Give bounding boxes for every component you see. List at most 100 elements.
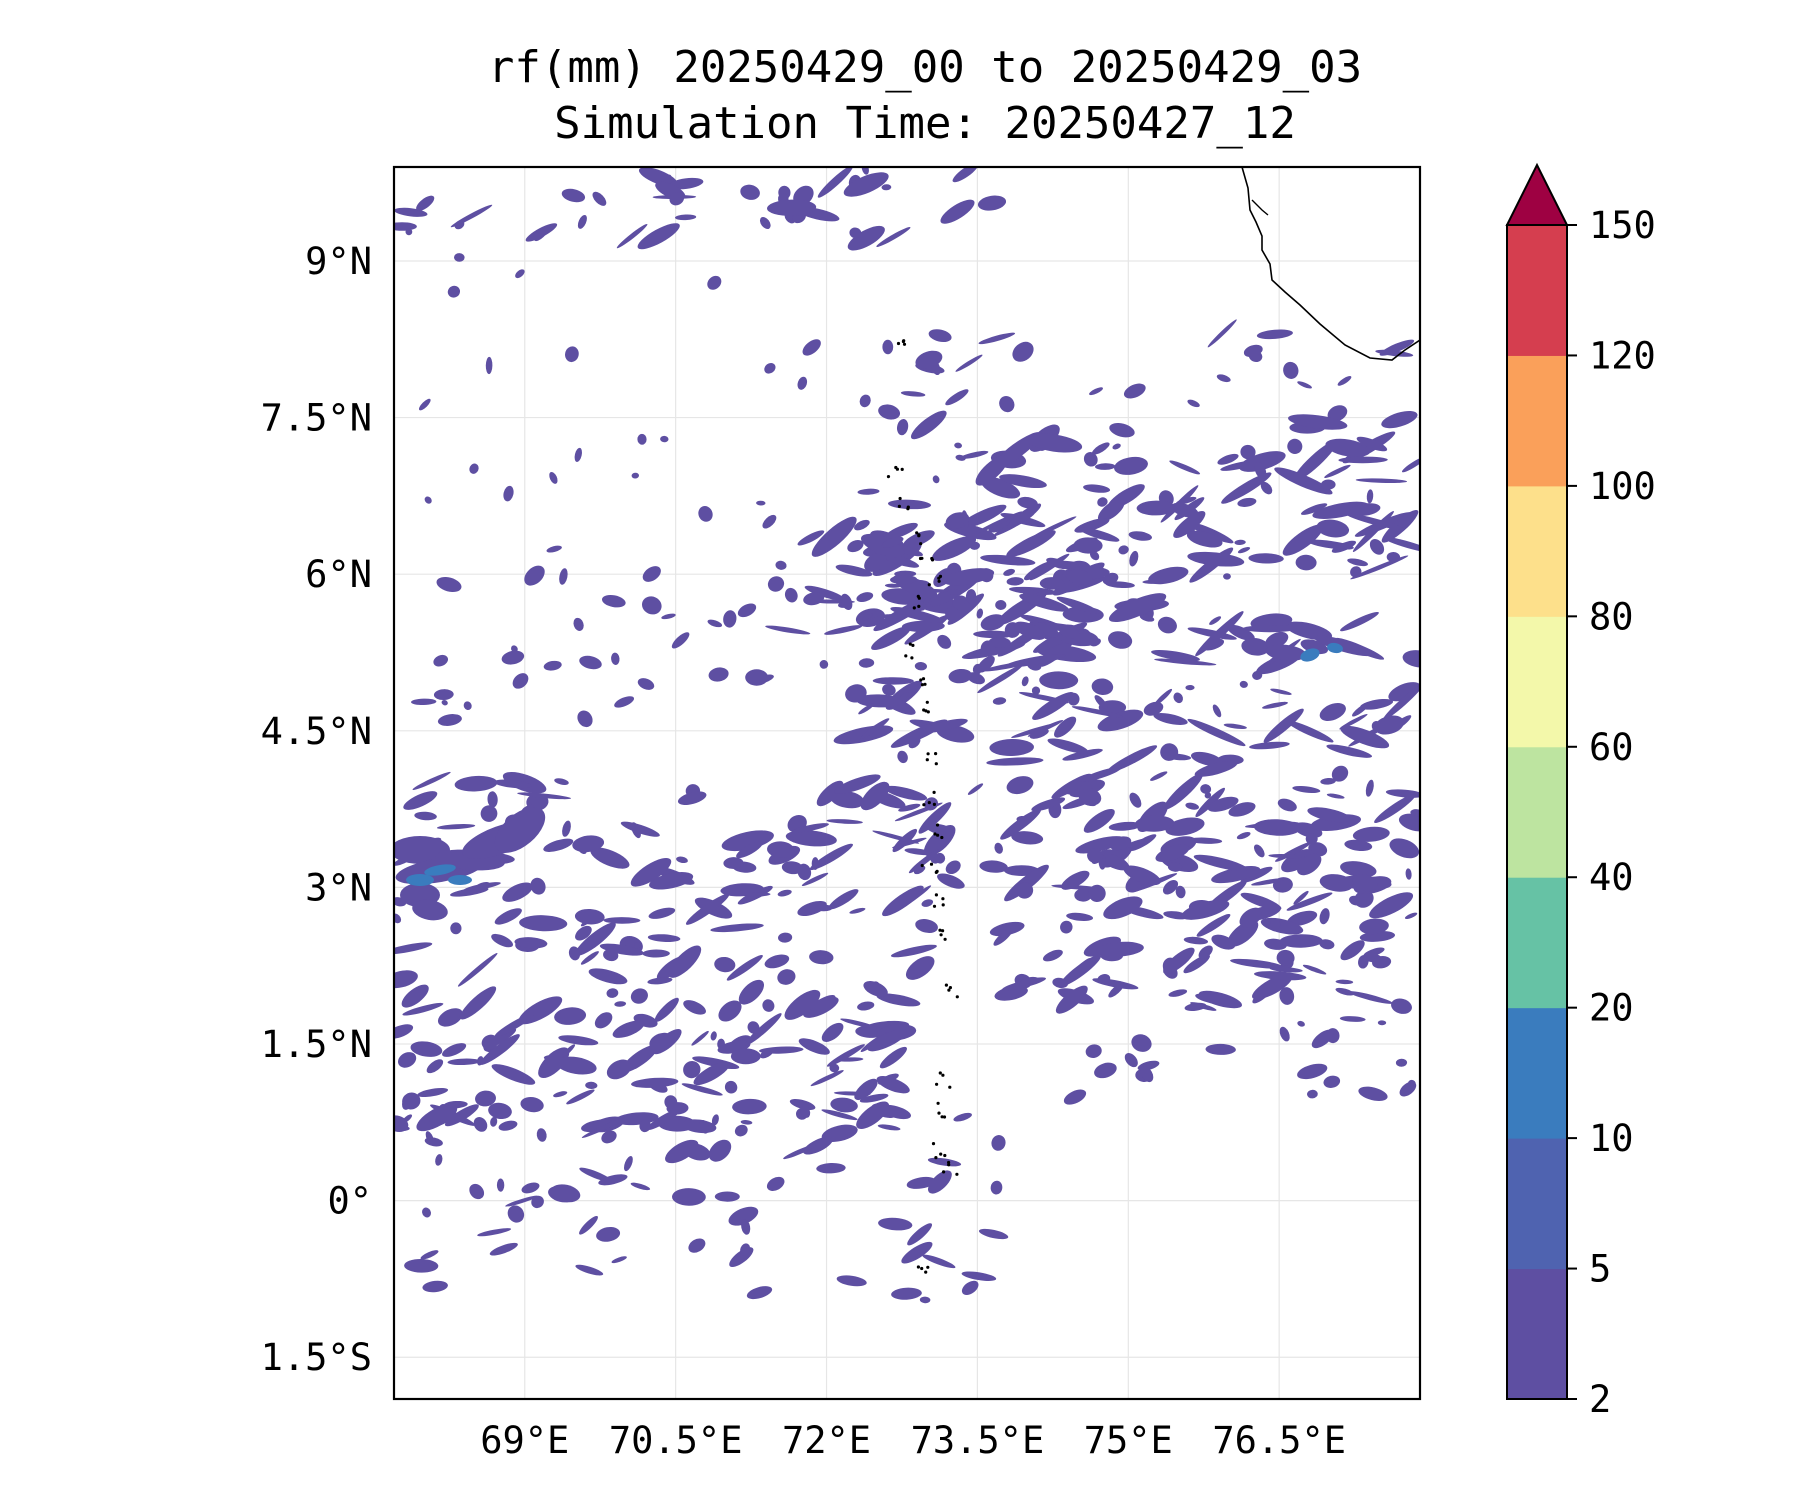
rain-cell: [1108, 631, 1133, 649]
rain-cell: [1410, 809, 1420, 817]
rain-cell: [489, 1242, 518, 1256]
island-dot: [931, 1142, 936, 1146]
rain-cell: [1340, 861, 1377, 878]
rain-cell: [566, 1089, 595, 1105]
rain-cell: [412, 899, 448, 921]
rain-cell: [890, 944, 937, 958]
rain-cell: [634, 942, 643, 948]
rain-cell: [1003, 568, 1015, 576]
rain-cell: [1088, 884, 1106, 903]
rain-cell: [1243, 344, 1263, 358]
rain-cell: [948, 668, 973, 684]
rain-cell: [498, 1120, 518, 1131]
rain-cell: [955, 354, 983, 372]
rain-cell: [1340, 725, 1390, 749]
rain-cell: [601, 1130, 617, 1144]
rain-cell: [573, 617, 584, 631]
rain-cell: [637, 223, 680, 250]
rain-cell: [1211, 866, 1261, 884]
rain-cell: [1150, 771, 1168, 781]
island-dot: [926, 752, 930, 756]
rain-cell: [394, 942, 433, 955]
rain-cell: [710, 1031, 717, 1041]
rain-cell: [980, 554, 1036, 566]
rain-cell: [1047, 738, 1089, 754]
rain-cell: [699, 1120, 709, 1134]
rain-cell: [1360, 698, 1394, 710]
rain-cell: [872, 830, 920, 844]
rain-cell: [882, 684, 896, 696]
rain-cell: [766, 1176, 785, 1191]
rain-cell: [718, 1000, 742, 1022]
rain-cell: [612, 1020, 645, 1038]
rain-cell: [520, 1096, 544, 1113]
island-dot: [935, 1082, 939, 1086]
rain-cell: [441, 700, 448, 706]
rain-cell: [411, 698, 437, 706]
rain-cell: [708, 1139, 732, 1162]
rain-cell: [1096, 941, 1144, 957]
rain-cell: [422, 1207, 431, 1218]
rain-cell: [698, 506, 713, 522]
rain-cell: [501, 650, 525, 665]
rain-cell: [967, 783, 984, 795]
rain-cell: [422, 1280, 448, 1293]
rain-cell: [1078, 788, 1102, 806]
rain-cell: [514, 937, 548, 949]
rain-cell: [857, 1001, 875, 1011]
rain-cell: [548, 1185, 575, 1203]
rain-cell: [410, 1041, 443, 1057]
rain-cell: [881, 184, 892, 191]
rain-cell: [810, 1070, 844, 1087]
lat-tick-label: 1.5°S: [261, 1336, 372, 1379]
island-dot: [912, 606, 916, 610]
rain-cell: [978, 332, 1016, 345]
rain-cell: [606, 1059, 632, 1080]
lon-tick-label: 72°E: [782, 1419, 871, 1462]
rain-cell: [1198, 990, 1243, 1009]
rain-cell: [512, 673, 529, 689]
rain-cell: [1337, 376, 1352, 386]
rain-cell: [1389, 838, 1420, 859]
rain-cell: [1051, 884, 1103, 890]
colorbar-segment: [1507, 1268, 1567, 1400]
rain-cell: [420, 1250, 439, 1260]
rain-cell: [623, 1156, 633, 1172]
rain-cell: [1089, 387, 1103, 396]
rain-cell: [914, 661, 927, 671]
island-dot: [926, 1265, 930, 1269]
rain-cell: [562, 820, 571, 837]
rain-cell: [1319, 939, 1335, 950]
rain-cell: [955, 454, 966, 461]
rain-cell: [999, 474, 1047, 489]
island-dot: [941, 897, 945, 901]
rain-cell: [895, 885, 932, 912]
rain-cell: [876, 993, 921, 1007]
rain-cell: [562, 1044, 576, 1057]
rain-cell: [601, 594, 626, 608]
rain-cell: [1006, 776, 1034, 795]
rain-cell: [756, 500, 766, 506]
island-dot: [934, 762, 938, 766]
rain-cell: [1183, 936, 1209, 945]
rain-cell: [1242, 625, 1297, 633]
rain-cell: [1319, 703, 1346, 721]
rain-cell: [1381, 410, 1418, 429]
rain-cell: [494, 908, 522, 925]
rain-cell: [1167, 861, 1183, 872]
rain-cell: [1335, 987, 1355, 996]
rain-cell: [924, 797, 938, 811]
rain-cell: [1054, 716, 1077, 738]
rain-cell: [1270, 688, 1292, 695]
rain-cell: [1109, 423, 1135, 438]
rain-cell: [519, 915, 568, 932]
rain-cell: [738, 979, 765, 1005]
island-dot: [920, 683, 925, 687]
rain-cell: [1006, 530, 1056, 558]
rain-cell: [1274, 467, 1333, 495]
colorbar-segment: [1507, 355, 1567, 487]
rain-cell: [1237, 546, 1251, 554]
rain-cell: [1186, 521, 1234, 544]
rain-cell: [989, 738, 1034, 757]
rain-cell: [777, 969, 796, 985]
